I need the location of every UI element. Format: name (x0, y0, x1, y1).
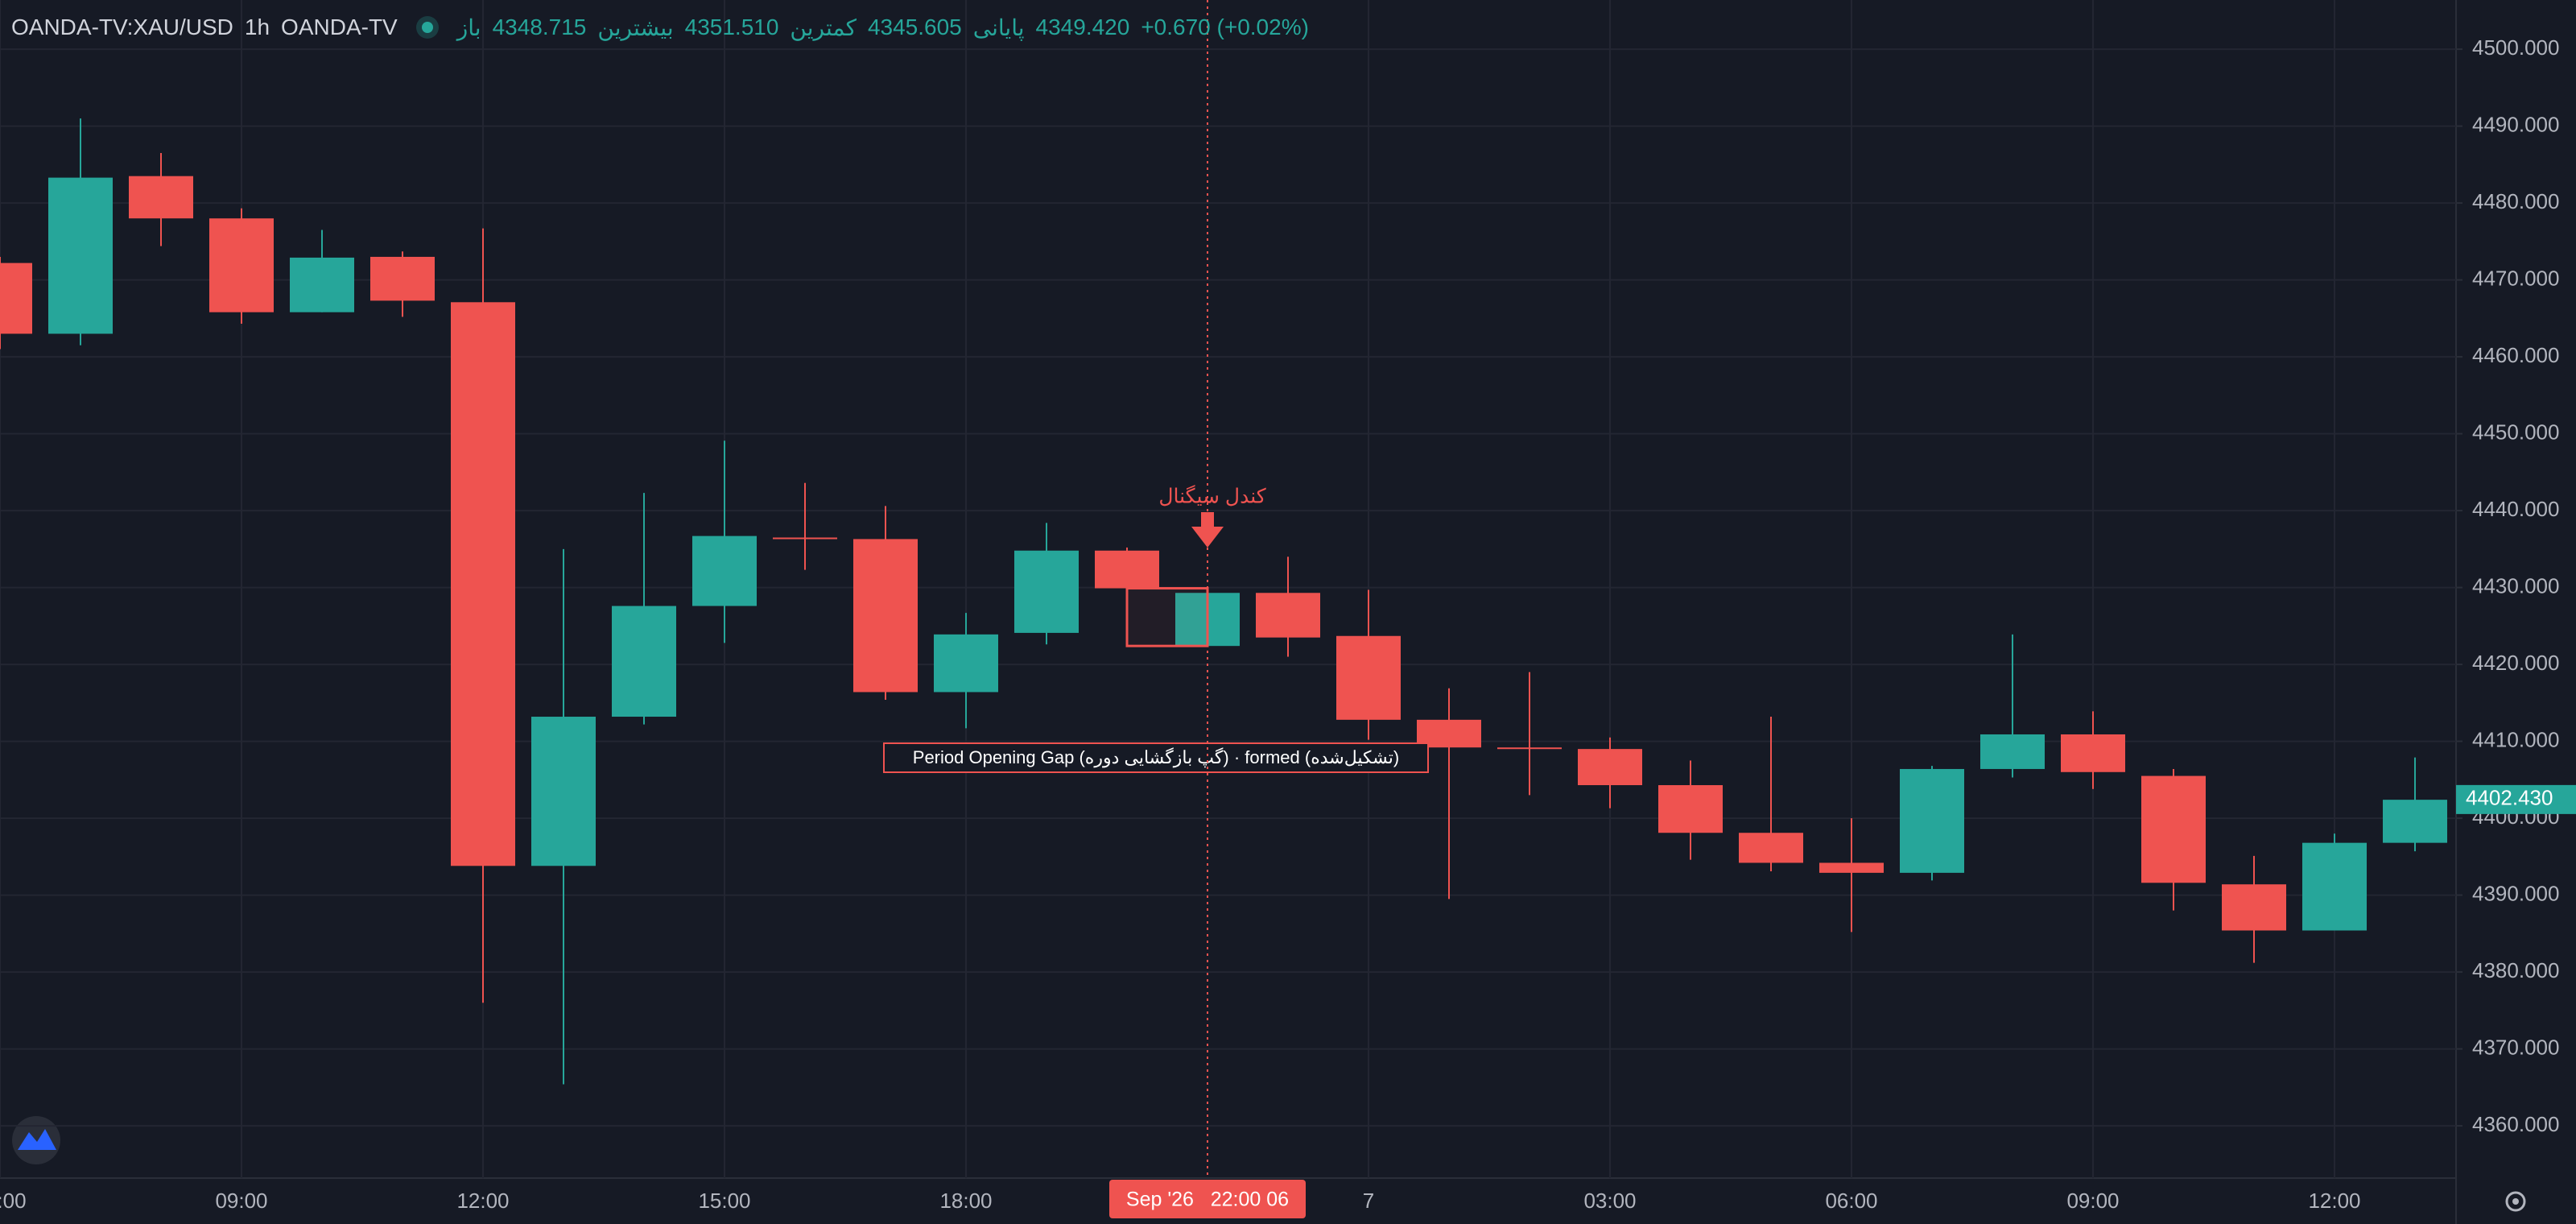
logo-mark[interactable] (18, 1129, 56, 1150)
candle-body (1336, 635, 1401, 720)
ohlc-label: پایانی (972, 14, 1025, 40)
y-tick-label: 4480.000 (2472, 189, 2559, 213)
candle-body (2222, 884, 2286, 931)
x-tick-label: 06:00 (1825, 1189, 1877, 1213)
last-price-box (2456, 784, 2576, 814)
y-tick-label: 4390.000 (2472, 881, 2559, 905)
interval[interactable]: 1h (244, 14, 270, 39)
change: +0.670 (+0.02%) (1141, 14, 1309, 39)
y-tick-label: 4450.000 (2472, 420, 2559, 444)
candle-body (1497, 747, 1562, 750)
logo[interactable] (12, 1116, 60, 1164)
gap-label: Period Opening Gap (گپ بازگشایی دوره) · … (883, 742, 1429, 773)
gear[interactable] (2505, 1191, 2526, 1212)
gear-center[interactable] (2512, 1198, 2519, 1205)
y-tick-label: 4460.000 (2472, 343, 2559, 367)
x-tick-label: 18:00 (939, 1189, 992, 1213)
signal-label: کندل سیگنال (1158, 485, 1265, 508)
candle-body (209, 218, 274, 312)
y-tick-label: 4470.000 (2472, 266, 2559, 290)
candle-body (2141, 775, 2206, 883)
x-tick-label: 06:00 (0, 1189, 27, 1213)
ohlc-value: 4345.605 (867, 14, 962, 39)
y-tick-label: 4380.000 (2472, 958, 2559, 982)
ohlc-label: کمترین (790, 14, 857, 40)
grid (0, 0, 2456, 1178)
candle-body (934, 634, 998, 693)
crosshair-label-box (1109, 1180, 1306, 1218)
settings-icon[interactable] (2505, 1191, 2526, 1212)
ohlc-label: باز (456, 14, 481, 40)
symbol[interactable]: OANDA-TV:XAU/USD (11, 14, 233, 39)
x-tick-label: 09:00 (215, 1189, 267, 1213)
y-tick-label: 4420.000 (2472, 651, 2559, 675)
candle-body (1578, 749, 1642, 786)
legend-header: OANDA-TV:XAU/USD 1h OANDA-TV باز 4348.715… (11, 10, 1309, 45)
ohlc-value: 4351.510 (684, 14, 779, 39)
signal-arrow (1191, 512, 1224, 548)
candle-body (1014, 550, 1079, 633)
logo-circle[interactable] (12, 1116, 60, 1164)
candle-body (853, 539, 918, 693)
y-tick-label: 4490.000 (2472, 112, 2559, 136)
candle-body (2302, 842, 2367, 931)
candle-body (290, 257, 354, 312)
y-tick-label: 4370.000 (2472, 1035, 2559, 1059)
candle-body (531, 717, 596, 866)
candle-body (370, 256, 435, 301)
candle-body (1739, 833, 1803, 863)
y-tick-label: 4410.000 (2472, 727, 2559, 751)
candle-body (129, 176, 193, 219)
candle-body (2061, 734, 2125, 772)
gap-label-text: Period Opening Gap (گپ بازگشایی دوره) · … (913, 747, 1399, 768)
candle-body (1980, 734, 2045, 769)
crosshair-label: Sep '26 22:00 06 (1126, 1189, 1289, 1211)
y-tick-label: 4360.000 (2472, 1112, 2559, 1136)
x-tick-label: 03:00 (1583, 1189, 1636, 1213)
x-tick-label: 12:00 (456, 1189, 509, 1213)
source: OANDA-TV (281, 14, 398, 39)
candle-body (1658, 785, 1723, 833)
x-tick-label: 12:00 (2308, 1189, 2360, 1213)
y-tick-label: 4430.000 (2472, 573, 2559, 598)
candle-body (48, 177, 113, 334)
gap-box (1125, 587, 1209, 647)
candle-body (773, 537, 837, 540)
status-dot (421, 22, 433, 33)
ohlc-value: 4348.715 (492, 14, 587, 39)
x-tick-label: 15:00 (698, 1189, 750, 1213)
ohlc-label: بیشترین (597, 14, 674, 40)
ohlc-value: 4349.420 (1035, 14, 1130, 39)
candle-body (451, 302, 515, 866)
candle-body (1095, 550, 1159, 589)
candle-body (2383, 800, 2447, 843)
plot (0, 118, 2447, 1085)
candle-body (612, 606, 676, 717)
x-tick-label: 7 (1363, 1189, 1374, 1213)
candle-body (692, 536, 757, 606)
last-price-label: 4402.430 (2466, 786, 2553, 810)
candle-body (1819, 862, 1884, 873)
x-tick-label: 09:00 (2066, 1189, 2119, 1213)
candle-body (0, 263, 32, 334)
y-tick-label: 4440.000 (2472, 497, 2559, 521)
candle-body (1900, 768, 1964, 873)
gap-label-box (883, 742, 1429, 773)
candle-body (1256, 593, 1320, 638)
y-tick-label: 4500.000 (2472, 35, 2559, 60)
